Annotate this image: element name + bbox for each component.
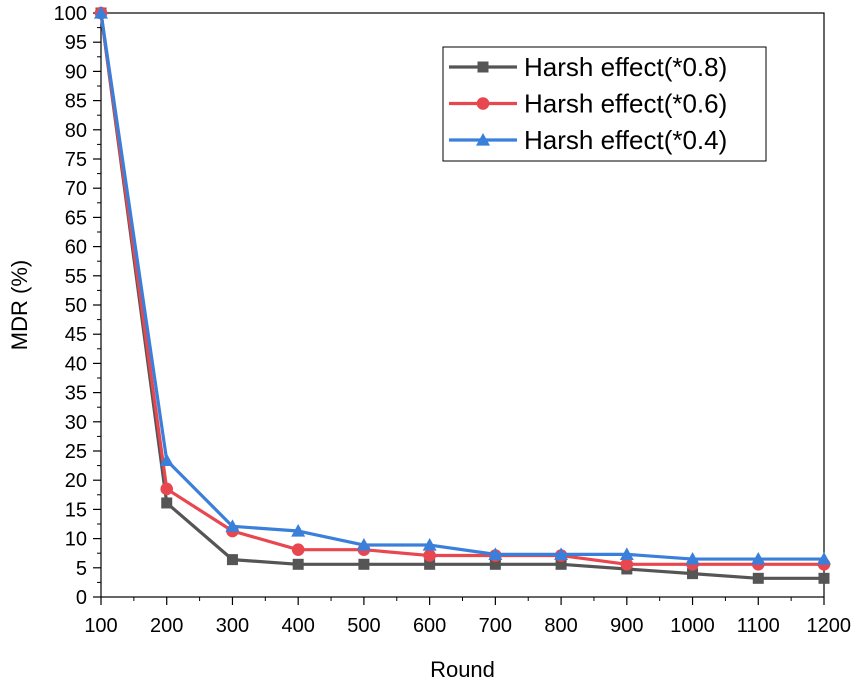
- legend: Harsh effect(*0.8) Harsh effect(*0.6) Hars…: [442, 46, 767, 162]
- data-point: [619, 547, 634, 560]
- y-axis-title: MDR (%): [7, 260, 32, 350]
- x-axis: 100 200 300 400 500 600 700 800 900 1000 1100 1200: [84, 597, 851, 637]
- data-point: [159, 453, 174, 466]
- y-tick-label: 10: [65, 529, 87, 551]
- data-point: [554, 547, 569, 560]
- y-tick-label: 15: [65, 499, 87, 521]
- legend-marker: [476, 133, 490, 146]
- series-line: [99, 12, 824, 580]
- legend-item: Harsh effect(*0.6): [449, 89, 727, 119]
- data-point: [292, 558, 304, 570]
- x-tick-label: 900: [610, 615, 643, 637]
- data-point: [620, 557, 634, 571]
- y-tick-label: 55: [65, 266, 87, 288]
- data-point: [422, 538, 437, 551]
- x-tick-label: 400: [281, 615, 314, 637]
- data-point: [751, 552, 766, 565]
- y-tick-label: 20: [65, 470, 87, 492]
- y-tick-label: 60: [65, 237, 87, 259]
- x-tick-label: 500: [347, 615, 380, 637]
- legend-item: Harsh effect(*0.4): [449, 125, 727, 155]
- y-tick-label: 5: [76, 558, 87, 580]
- data-point: [423, 549, 436, 562]
- data-point: [489, 558, 501, 570]
- data-point: [225, 519, 240, 532]
- data-point: [291, 524, 306, 537]
- y-tick-label: 40: [65, 353, 87, 375]
- data-point: [161, 497, 173, 509]
- x-tick-label: 600: [413, 615, 446, 637]
- data-point: [687, 568, 699, 580]
- y-axis: 0 5 10 15 20 25 30 35 40 45 50 55 60 65 70 75 80 85 90 95 10…: [54, 3, 101, 609]
- legend-marker: [477, 61, 489, 73]
- data-point: [818, 572, 830, 584]
- data-point: [94, 6, 108, 19]
- y-tick-label: 25: [65, 441, 87, 463]
- y-tick-label: 0: [76, 587, 87, 609]
- legend-label: Harsh effect(*0.8): [524, 52, 727, 82]
- legend-label: Harsh effect(*0.6): [524, 89, 727, 119]
- series-layer: [94, 6, 831, 584]
- data-point: [160, 482, 174, 496]
- y-tick-label: 95: [65, 32, 87, 54]
- x-tick-label: 700: [479, 615, 512, 637]
- series-line: [99, 12, 824, 566]
- legend-marker: [476, 97, 490, 110]
- x-tick-label: 1100: [737, 615, 780, 637]
- x-tick-label: 200: [150, 615, 183, 637]
- y-tick-label: 70: [65, 178, 87, 200]
- y-tick-label: 85: [65, 91, 87, 113]
- y-tick-label: 90: [65, 61, 87, 83]
- x-tick-label: 800: [544, 615, 577, 637]
- data-point: [291, 543, 305, 556]
- y-tick-label: 100: [54, 3, 87, 25]
- y-tick-label: 65: [65, 207, 87, 229]
- legend-label: Harsh effect(*0.4): [524, 125, 727, 155]
- data-point: [226, 554, 238, 566]
- data-point: [752, 572, 764, 584]
- data-point: [817, 552, 831, 565]
- x-tick-label: 300: [216, 615, 249, 637]
- x-tick-label: 100: [84, 615, 117, 637]
- y-tick-label: 30: [65, 412, 87, 434]
- data-point: [356, 538, 371, 551]
- legend-item: Harsh effect(*0.8): [449, 52, 727, 82]
- data-point: [685, 552, 700, 565]
- data-point: [358, 558, 370, 570]
- y-tick-label: 50: [65, 295, 87, 317]
- y-tick-label: 45: [65, 324, 87, 346]
- series-line: [99, 12, 824, 561]
- x-tick-label: 1200: [807, 615, 852, 637]
- data-point: [424, 558, 436, 570]
- data-point: [488, 547, 503, 560]
- y-tick-label: 35: [65, 383, 87, 405]
- y-tick-label: 80: [65, 120, 87, 142]
- series-3: [94, 6, 831, 565]
- x-axis-title: Round: [430, 657, 495, 682]
- data-point: [555, 558, 567, 570]
- x-tick-label: 1000: [670, 615, 715, 637]
- y-tick-label: 75: [65, 149, 87, 171]
